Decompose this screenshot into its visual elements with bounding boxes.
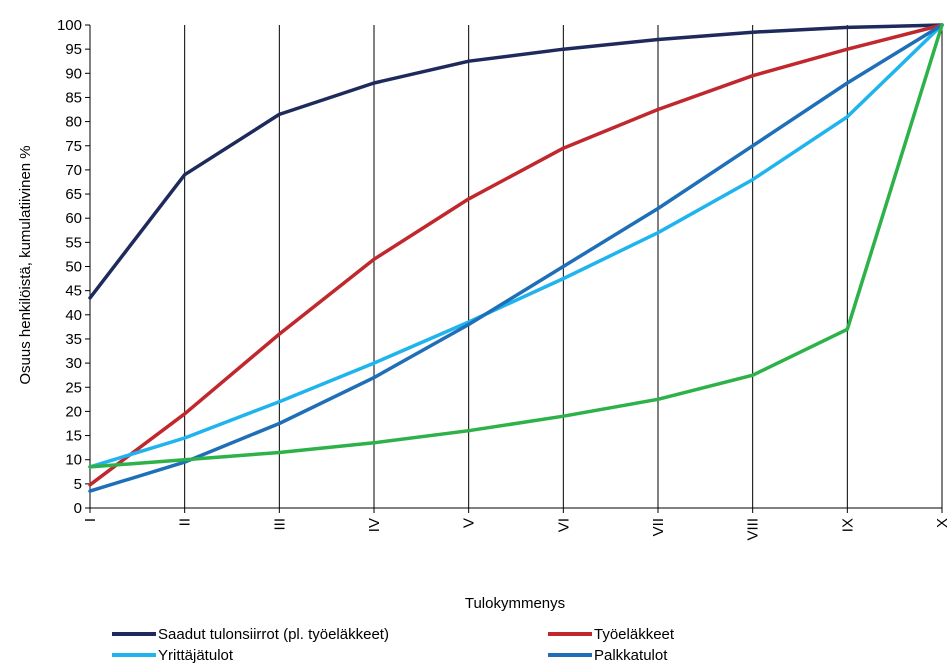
y-tick-label-45: 45 [65,283,82,300]
x-tick-label-3: III [271,518,288,531]
y-axis-ticks: 0 5 10 15 20 25 30 35 40 45 50 55 60 65 70 75 80 85 90 95 10… [57,17,90,517]
x-tick-label-9: IX [839,518,856,532]
y-tick-label-5: 5 [74,476,82,493]
x-tick-label-7: VII [650,518,667,536]
x-tick-label-6: VI [555,518,572,532]
x-tick-label-2: II [177,518,194,526]
y-tick-label-80: 80 [65,114,82,131]
y-tick-label-85: 85 [65,89,82,106]
y-tick-label-50: 50 [65,259,82,276]
y-tick-label-20: 20 [65,403,82,420]
y-tick-label-100: 100 [57,17,82,34]
x-tick-label-5: V [461,518,478,528]
y-tick-label-25: 25 [65,379,82,396]
x-tick-label-10: X [934,518,951,528]
y-tick-label-60: 60 [65,210,82,227]
series-lines [88,23,944,493]
legend: Saadut tulonsiirrot (pl. työeläkkeet) Työ… [112,626,675,669]
series-line-1 [88,23,944,300]
x-tick-label-8: VIII [745,518,762,541]
legend-label-4: Palkkatulot [594,647,668,664]
series-line-4 [88,23,944,493]
y-tick-label-15: 15 [65,428,82,445]
y-tick-label-70: 70 [65,162,82,179]
plot-axes [89,25,942,509]
x-axis-title: Tulokymmenys [465,595,565,612]
y-tick-label-35: 35 [65,331,82,348]
x-tick-label-4: IV [366,518,383,532]
legend-label-3: Yrittäjätulot [158,647,234,664]
y-tick-label-95: 95 [65,41,82,58]
series-line-5 [88,23,944,469]
y-tick-label-90: 90 [65,65,82,82]
y-tick-label-40: 40 [65,307,82,324]
y-tick-label-65: 65 [65,186,82,203]
y-tick-label-0: 0 [74,500,82,517]
y-tick-label-75: 75 [65,138,82,155]
series-line-3 [88,23,944,469]
y-tick-label-55: 55 [65,234,82,251]
series-line-2 [88,23,944,487]
y-tick-label-30: 30 [65,355,82,372]
x-tick-label-1: I [82,518,99,522]
x-axis-ticks: I II III IV V VI VII VIII IX X [82,508,951,541]
y-axis-title: Osuus henkilöistä, kumulatiivinen % [17,145,34,384]
legend-label-1: Saadut tulonsiirrot (pl. työeläkkeet) [158,626,389,643]
legend-label-2: Työeläkkeet [594,626,675,643]
y-tick-label-10: 10 [65,452,82,469]
